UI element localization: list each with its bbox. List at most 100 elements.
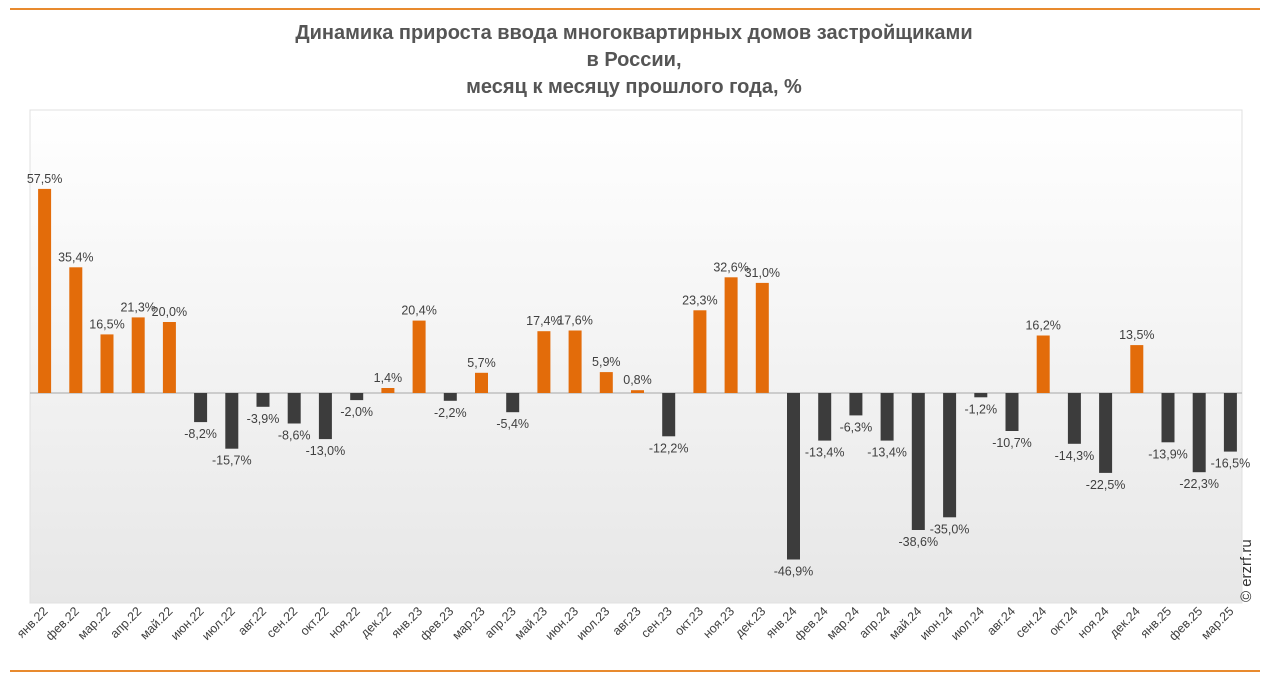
value-label-мар.23: 5,7% [467,356,496,370]
bar-окт.24 [1067,393,1081,444]
bar-авг.24 [1005,393,1019,431]
bar-дек.22 [381,388,395,393]
value-label-май.24: -38,6% [898,535,938,549]
value-label-ноя.23: 32,6% [713,260,748,274]
value-label-фев.24: -13,4% [805,446,845,460]
value-label-фев.22: 35,4% [58,250,93,264]
category-label-авг.22: авг.22 [235,604,269,638]
category-label-ноя.22: ноя.22 [326,604,363,641]
bar-фев.25 [1192,393,1206,473]
category-label-мар.24: мар.24 [824,604,862,642]
value-label-мар.22: 16,5% [89,317,124,331]
value-label-мар.24: -6,3% [840,420,873,434]
top-accent-rule [10,8,1260,10]
category-label-сен.24: сен.24 [1013,604,1049,640]
chart-title: Динамика прироста ввода многоквартирных … [0,20,1268,101]
chart-title-line-1: Динамика прироста ввода многоквартирных … [295,22,973,44]
value-label-сен.23: -12,2% [649,441,689,455]
category-label-июн.23: июн.23 [543,604,582,643]
value-label-апр.22: 21,3% [120,300,155,314]
bar-мар.22 [100,334,114,393]
bar-янв.22 [38,188,52,393]
value-label-авг.24: -10,7% [992,436,1032,450]
bar-апр.22 [131,317,145,393]
source-credit: © erzrf.ru [1238,539,1255,602]
value-label-окт.24: -14,3% [1055,449,1095,463]
category-label-авг.23: авг.23 [610,604,644,638]
category-label-апр.24: апр.24 [856,604,893,641]
category-label-мар.22: мар.22 [75,604,113,642]
value-label-янв.22: 57,5% [27,172,62,186]
value-label-янв.24: -46,9% [774,565,814,579]
bar-май.24 [911,393,925,530]
category-label-фев.25: фев.25 [1166,604,1205,643]
category-label-апр.22: апр.22 [108,604,145,641]
chart-title-line-3: месяц к месяцу прошлого года, % [466,76,802,98]
bar-апр.24 [880,393,894,441]
category-label-дек.22: дек.22 [358,604,394,640]
bar-янв.24 [787,393,800,560]
bar-дек.23 [755,282,769,393]
bar-ноя.24 [1099,393,1113,473]
value-label-дек.23: 31,0% [745,266,780,280]
category-label-авг.24: авг.24 [984,604,1018,638]
bar-июл.24 [974,393,988,398]
value-label-июл.22: -15,7% [212,454,252,468]
value-label-авг.23: 0,8% [623,373,652,387]
value-label-сен.22: -8,6% [278,429,311,443]
category-label-дек.24: дек.24 [1107,604,1143,640]
category-label-окт.24: окт.24 [1046,604,1080,638]
bar-янв.25 [1161,393,1175,443]
plot-area [29,109,1243,604]
bar-фев.23 [443,393,457,401]
value-label-окт.22: -13,0% [306,444,346,458]
bottom-accent-rule [10,670,1260,672]
value-label-апр.23: -5,4% [496,417,529,431]
category-label-июл.24: июл.24 [948,604,987,643]
category-label-фев.23: фев.23 [417,604,456,643]
value-label-фев.25: -22,3% [1179,477,1219,491]
value-label-июн.24: -35,0% [930,522,970,536]
category-label-фев.22: фев.22 [43,604,82,643]
category-label-ноя.24: ноя.24 [1075,604,1112,641]
bar-фев.22 [69,267,83,393]
bars-group [38,188,1237,560]
bar-мар.24 [849,393,863,416]
bar-ноя.23 [724,277,738,393]
bar-мар.23 [475,372,488,393]
category-label-июл.23: июл.23 [574,604,613,643]
value-label-янв.23: 20,4% [401,304,436,318]
bar-сен.22 [287,393,301,424]
chart-title-line-2: в России, [586,49,682,71]
category-label-ноя.23: ноя.23 [700,604,737,641]
category-label-сен.22: сен.22 [264,604,300,640]
bar-июн.22 [194,393,208,423]
category-label-июн.24: июн.24 [917,604,956,643]
category-label-дек.23: дек.23 [732,604,768,640]
category-label-июл.22: июл.22 [199,604,238,643]
bar-июн.23 [568,330,582,393]
value-labels-group: 57,5% 35,4% 16,5% 21,3%20,0% -8,2% -15,7% -3,9… [27,172,1250,579]
category-label-окт.23: окт.23 [672,604,706,638]
category-label-окт.22: окт.22 [297,604,331,638]
category-label-мар.23: мар.23 [450,604,488,642]
bar-дек.24 [1130,345,1144,393]
bar-фев.24 [818,393,832,441]
category-labels-group: янв.22фев.22мар.22апр.22май.22июн.22июл.… [14,604,1236,643]
category-label-мар.25: мар.25 [1198,604,1236,642]
value-label-июн.23: 17,6% [557,314,592,328]
bar-сен.24 [1036,335,1050,393]
value-label-ноя.24: -22,5% [1086,478,1126,492]
category-label-сен.23: сен.23 [638,604,674,640]
value-label-дек.24: 13,5% [1119,328,1154,342]
bar-май.22 [162,322,176,393]
value-label-июл.24: -1,2% [964,402,997,416]
bar-янв.23 [412,320,426,393]
bar-авг.23 [631,390,644,393]
category-label-май.22: май.22 [137,604,175,642]
value-label-сен.24: 16,2% [1025,319,1060,333]
category-label-фев.24: фев.24 [792,604,831,643]
value-label-авг.22: -3,9% [247,412,280,426]
bar-окт.23 [693,310,707,393]
